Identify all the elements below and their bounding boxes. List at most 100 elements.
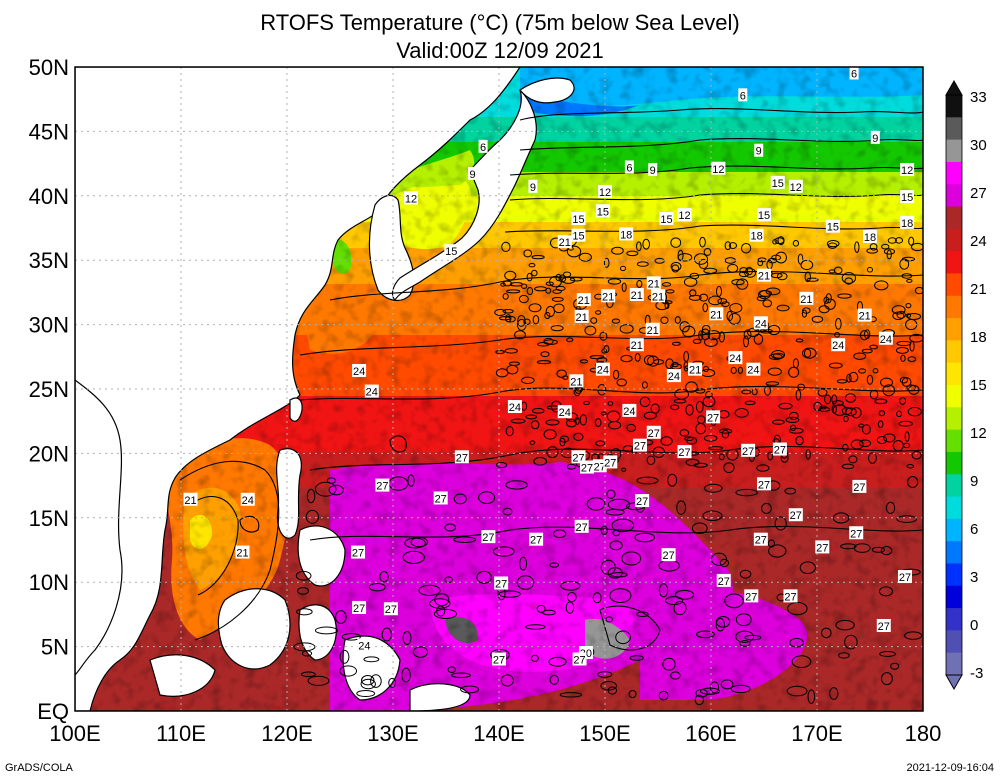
- contour-blob: [795, 338, 804, 343]
- contour-blob: [844, 407, 857, 417]
- svg-text:24: 24: [729, 353, 741, 365]
- svg-text:6: 6: [626, 162, 632, 174]
- colorbar-bottom-arrow: [945, 674, 963, 691]
- contour-blob: [803, 348, 812, 358]
- contour-blob: [536, 360, 552, 365]
- contour-label: 27: [677, 445, 692, 459]
- svg-text:6: 6: [740, 90, 746, 102]
- svg-text:27: 27: [707, 412, 719, 424]
- contour-blob: [753, 333, 764, 345]
- colorbar-label: 3: [970, 569, 978, 586]
- contour-blob: [628, 689, 637, 699]
- contour-blob: [858, 368, 867, 374]
- contour-blob: [370, 674, 382, 688]
- colorbar-swatch: [946, 340, 962, 364]
- svg-text:21: 21: [578, 295, 590, 307]
- contour-blob: [540, 351, 550, 358]
- contour-blob: [699, 236, 706, 248]
- contour-label: 21: [569, 374, 584, 388]
- contour-blob: [869, 243, 878, 251]
- colorbar-swatch: [946, 139, 962, 163]
- contour-label: 12: [598, 184, 612, 199]
- contour-blob: [887, 237, 897, 244]
- lat-tick-label: 45N: [29, 119, 69, 144]
- contour-blob: [702, 395, 716, 408]
- svg-text:15: 15: [772, 178, 784, 190]
- contour-blob: [578, 252, 592, 262]
- contour-blob: [500, 674, 514, 687]
- contour-blob: [615, 630, 631, 645]
- contour-blob: [660, 436, 673, 446]
- svg-text:21: 21: [652, 291, 664, 303]
- contour-blob: [697, 415, 706, 425]
- contour-blob: [900, 354, 906, 362]
- contour-blob: [646, 355, 660, 367]
- contour-blob: [685, 404, 694, 416]
- contour-blob: [579, 359, 589, 364]
- contour-blob: [561, 276, 576, 284]
- contour-label: 21: [629, 287, 644, 302]
- svg-text:15: 15: [572, 214, 584, 226]
- svg-text:24: 24: [832, 340, 844, 352]
- svg-text:9: 9: [469, 169, 475, 181]
- contour-blob: [895, 346, 909, 354]
- contour-blob: [850, 407, 862, 419]
- contour-blob: [478, 491, 496, 505]
- contour-blob: [864, 329, 871, 340]
- contour-blob: [737, 366, 743, 374]
- contour-blob: [531, 269, 538, 277]
- contour-blob: [595, 440, 606, 447]
- contour-blob: [899, 258, 910, 270]
- contour-blob: [504, 270, 517, 281]
- svg-text:21: 21: [710, 309, 722, 321]
- contour-blob: [530, 654, 539, 662]
- contour-blob: [899, 397, 907, 405]
- contour-blob: [328, 484, 344, 496]
- svg-text:21: 21: [689, 365, 701, 377]
- contour-blob: [838, 652, 850, 659]
- lon-tick-label: 130E: [367, 721, 418, 746]
- contour-blob: [495, 350, 505, 355]
- svg-text:27: 27: [742, 446, 754, 458]
- contour-blob: [616, 378, 627, 387]
- contour-blob: [589, 355, 605, 360]
- contour-blob: [582, 400, 591, 406]
- lat-tick-label: 35N: [29, 248, 69, 273]
- contour-blob: [881, 243, 890, 250]
- contour-blob: [879, 650, 896, 657]
- contour-label: 27: [454, 450, 469, 464]
- contour-label: 18: [749, 228, 764, 243]
- contour-blob: [896, 515, 918, 523]
- contour-blob: [590, 317, 598, 324]
- latitude-axis: 50N 45N 40N 35N 30N 25N 20N 15N 10N 5N EQ: [29, 55, 69, 724]
- contour-blob: [297, 587, 309, 595]
- contour-blob: [834, 331, 841, 338]
- colorbar-label: 9: [970, 473, 978, 490]
- svg-text:21: 21: [631, 340, 643, 352]
- contour-blob: [562, 271, 572, 278]
- contour-blob: [831, 394, 838, 405]
- contour-label: 27: [481, 530, 496, 544]
- contour-blob: [412, 646, 429, 658]
- svg-text:27: 27: [678, 447, 690, 459]
- svg-text:27: 27: [634, 441, 646, 453]
- contour-blob: [894, 237, 904, 244]
- contour-blob: [719, 558, 730, 568]
- contour-blob: [892, 439, 904, 452]
- contour-blob: [901, 273, 913, 279]
- contour-label: 15: [825, 219, 840, 234]
- svg-text:9: 9: [756, 146, 762, 158]
- contour-blob: [502, 309, 514, 314]
- contour-blob: [784, 487, 797, 495]
- contour-blob: [314, 481, 337, 497]
- contour-blob: [883, 248, 896, 255]
- contour-label: 21: [574, 309, 589, 324]
- contour-blob: [761, 502, 772, 515]
- svg-text:27: 27: [662, 550, 674, 562]
- svg-text:24: 24: [358, 640, 370, 652]
- svg-text:24: 24: [559, 407, 571, 419]
- svg-text:15: 15: [597, 206, 609, 218]
- contour-blob: [729, 302, 743, 313]
- contour-label: 27: [383, 602, 398, 616]
- contour-blob: [871, 546, 886, 553]
